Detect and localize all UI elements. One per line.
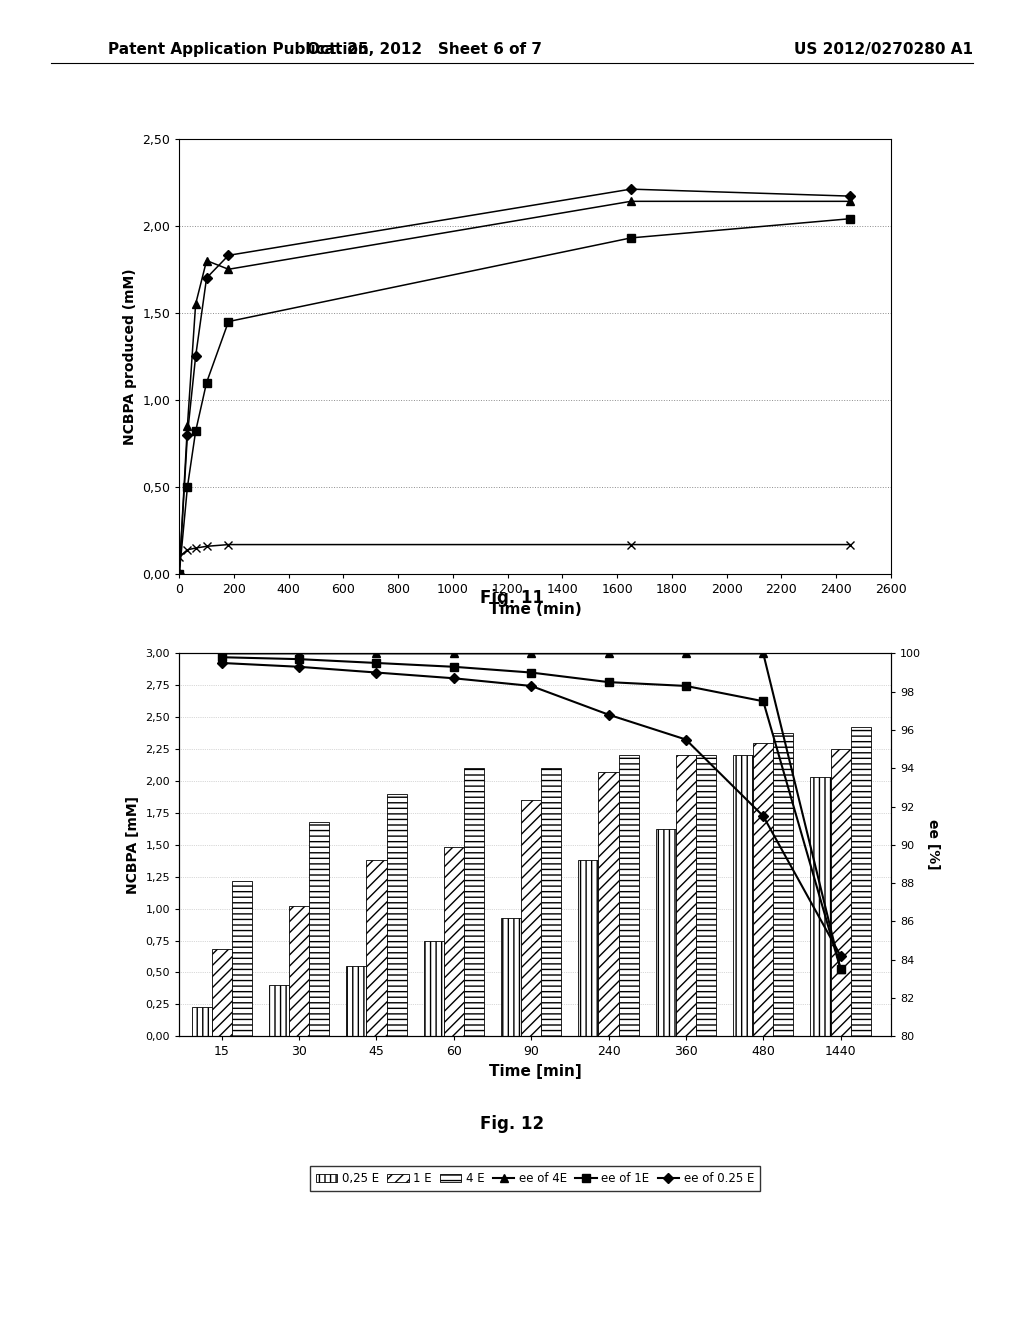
Bar: [618, 755, 639, 1036]
Bar: [851, 727, 870, 1036]
Text: Fig. 11: Fig. 11: [480, 589, 544, 607]
Bar: [810, 777, 830, 1036]
Bar: [696, 755, 716, 1036]
Bar: [443, 847, 464, 1036]
Y-axis label: NCBPA produced (mM): NCBPA produced (mM): [123, 268, 136, 445]
Bar: [655, 829, 676, 1036]
Bar: [309, 822, 330, 1036]
Bar: [212, 949, 231, 1036]
X-axis label: Time (min): Time (min): [488, 602, 582, 616]
Text: Fig. 12: Fig. 12: [480, 1114, 544, 1133]
X-axis label: Time [min]: Time [min]: [488, 1064, 582, 1078]
Text: Patent Application Publication: Patent Application Publication: [108, 42, 369, 57]
Text: US 2012/0270280 A1: US 2012/0270280 A1: [794, 42, 973, 57]
Bar: [367, 861, 386, 1036]
Bar: [754, 743, 773, 1036]
Bar: [501, 917, 521, 1036]
Bar: [346, 966, 367, 1036]
Bar: [830, 750, 851, 1036]
Bar: [424, 940, 443, 1036]
Bar: [231, 880, 252, 1036]
Y-axis label: NCBPA [mM]: NCBPA [mM]: [126, 796, 140, 894]
Legend: 0,25 E, 1 E, 4 E, ee of 4E, ee of 1E, ee of 0.25 E: 0,25 E, 1 E, 4 E, ee of 4E, ee of 1E, ee…: [310, 1167, 760, 1191]
Bar: [521, 800, 542, 1036]
Bar: [733, 755, 754, 1036]
Bar: [464, 768, 484, 1036]
Bar: [269, 985, 289, 1036]
Bar: [676, 755, 696, 1036]
Bar: [773, 733, 794, 1036]
Bar: [598, 772, 618, 1036]
Bar: [579, 861, 598, 1036]
Y-axis label: ee [%]: ee [%]: [927, 820, 940, 870]
Text: Oct. 25, 2012   Sheet 6 of 7: Oct. 25, 2012 Sheet 6 of 7: [307, 42, 543, 57]
Bar: [191, 1007, 212, 1036]
Bar: [386, 793, 407, 1036]
Bar: [289, 906, 309, 1036]
Bar: [542, 768, 561, 1036]
